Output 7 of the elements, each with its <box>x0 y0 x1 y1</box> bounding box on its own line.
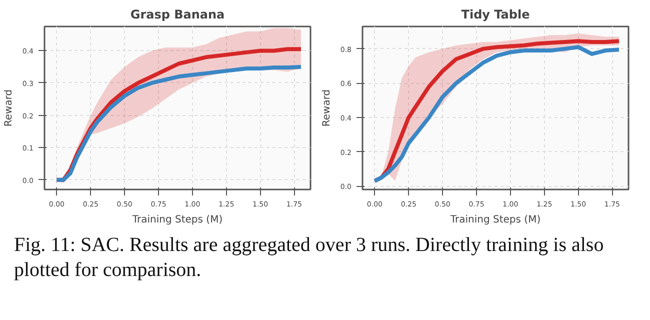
caption: Fig. 11: SAC. Results are aggregated over 3 runs. Directly training is also plotted for comparison. <box>14 233 605 283</box>
x-axis-title: Training Steps (M) <box>131 214 223 226</box>
x-axis-title: Training Steps (M) <box>449 214 541 226</box>
y-axis-title: Reward <box>3 89 14 127</box>
chart-title: Tidy Table <box>461 8 530 22</box>
y-axis-title: Reward <box>321 89 332 127</box>
chart-title: Grasp Banana <box>130 8 225 22</box>
